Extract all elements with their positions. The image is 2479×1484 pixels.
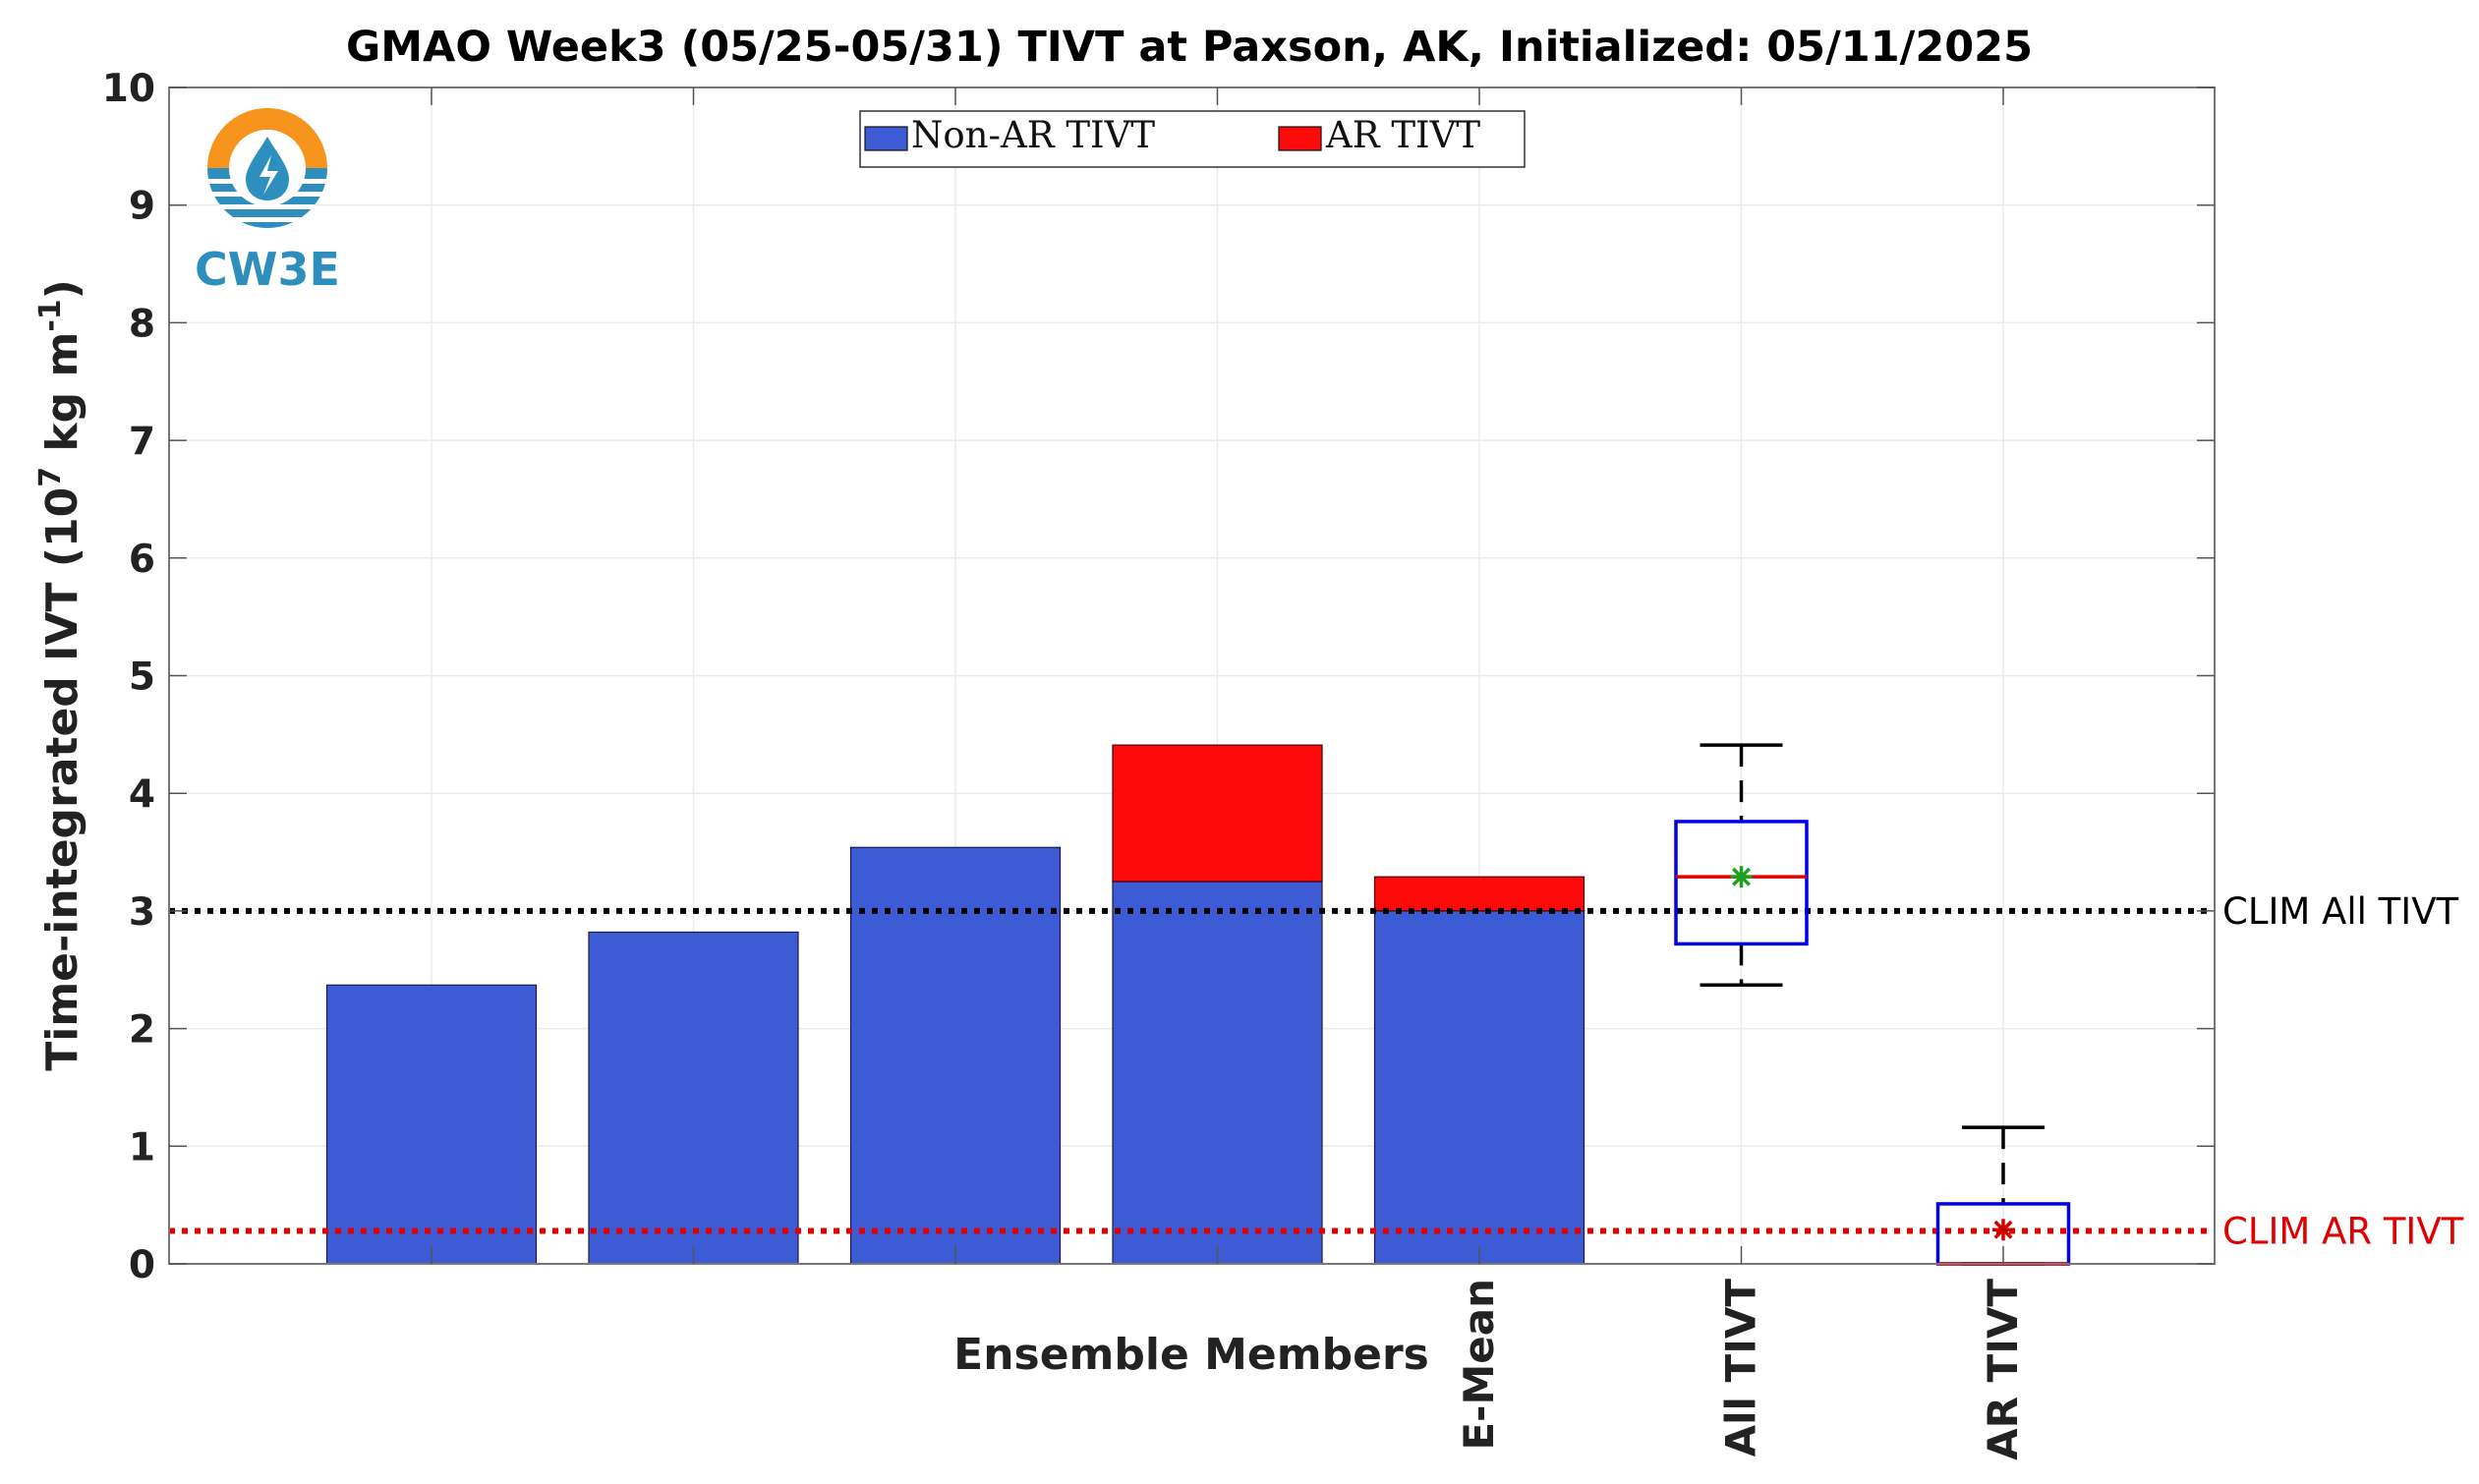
y-tick-label: 1 [129, 1125, 155, 1170]
grid [169, 87, 2215, 1264]
y-tick-label: 9 [129, 185, 155, 229]
reference-line-label: CLIM AR TIVT [2222, 1210, 2464, 1252]
y-tick-label: 3 [129, 890, 155, 935]
bar-non-ar [1112, 881, 1323, 1265]
x-tick-label: All TIVT [1717, 1279, 1765, 1457]
y-tick-label: 10 [102, 67, 155, 111]
bars [325, 744, 1585, 1265]
bar-non-ar [588, 931, 799, 1265]
legend-label-ar: AR TIVT [1325, 114, 1480, 156]
logo-text: CW3E [195, 243, 340, 296]
legend-label-non-ar: Non-AR TIVT [911, 114, 1155, 156]
chart-title: GMAO Week3 (05/25-05/31) TIVT at Paxson,… [346, 23, 2033, 72]
mean-marker [1730, 866, 1753, 888]
x-tick-label: E-Mean [1455, 1279, 1503, 1451]
x-tick-labels: E-Mean All TIVT AR TIVT [1455, 1279, 2027, 1460]
bar-non-ar [849, 846, 1062, 1265]
reference-line-label: CLIM All TIVT [2222, 890, 2459, 933]
y-tick-label: 7 [129, 420, 155, 464]
y-tick-label: 6 [129, 538, 155, 582]
mean-marker [1992, 1219, 2014, 1241]
box [1674, 820, 1809, 946]
y-tick-label: 8 [129, 302, 155, 346]
legend: Non-AR TIVT AR TIVT [859, 110, 1526, 168]
y-tick-label: 0 [129, 1243, 155, 1287]
legend-swatch-ar [1278, 126, 1322, 151]
x-axis-label: Ensemble Members [953, 1330, 1429, 1380]
x-tick-label: AR TIVT [1979, 1279, 2027, 1460]
y-tick-label: 2 [129, 1008, 155, 1053]
y-tick-label: 5 [129, 656, 155, 700]
axis-ticks [169, 86, 2215, 1265]
bar-ar [1373, 876, 1585, 912]
reference-line-labels: CLIM All TIVT CLIM AR TIVT [2222, 890, 2464, 1253]
reference-lines [169, 907, 2215, 1234]
y-tick-labels: 0 1 2 3 4 5 6 7 8 9 10 [102, 67, 155, 1287]
y-axis-label: Time-integrated IVT (107 kg m-1) [33, 279, 88, 1071]
y-tick-label: 4 [129, 772, 155, 817]
legend-swatch-non-ar [864, 126, 908, 151]
bar-non-ar [1373, 910, 1585, 1265]
bar-non-ar [325, 984, 538, 1265]
bar-ar [1112, 744, 1323, 883]
